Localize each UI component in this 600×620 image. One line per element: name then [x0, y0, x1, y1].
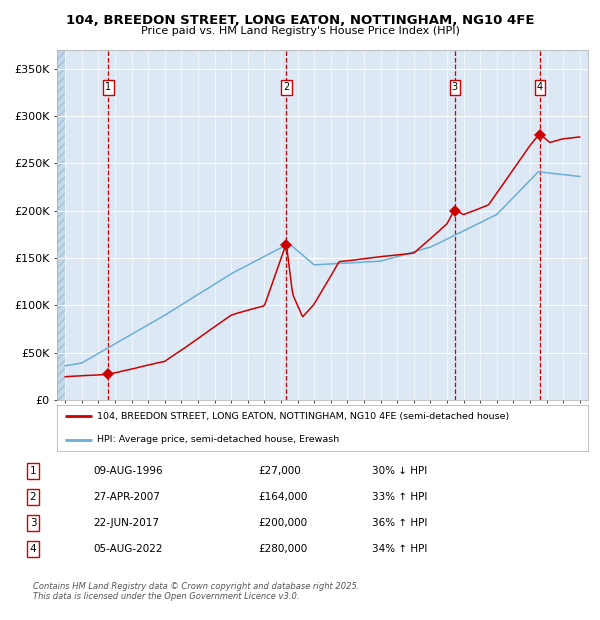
Text: 22-JUN-2017: 22-JUN-2017 [93, 518, 159, 528]
Text: HPI: Average price, semi-detached house, Erewash: HPI: Average price, semi-detached house,… [97, 435, 339, 445]
Text: 3: 3 [29, 518, 37, 528]
Text: 104, BREEDON STREET, LONG EATON, NOTTINGHAM, NG10 4FE: 104, BREEDON STREET, LONG EATON, NOTTING… [66, 14, 534, 27]
Text: 4: 4 [536, 82, 543, 92]
Text: £200,000: £200,000 [258, 518, 307, 528]
Text: £164,000: £164,000 [258, 492, 307, 502]
Text: £27,000: £27,000 [258, 466, 301, 476]
Text: 4: 4 [29, 544, 37, 554]
Text: 30% ↓ HPI: 30% ↓ HPI [372, 466, 427, 476]
Text: 1: 1 [29, 466, 37, 476]
Text: 2: 2 [29, 492, 37, 502]
Text: 27-APR-2007: 27-APR-2007 [93, 492, 160, 502]
Text: 104, BREEDON STREET, LONG EATON, NOTTINGHAM, NG10 4FE (semi-detached house): 104, BREEDON STREET, LONG EATON, NOTTING… [97, 412, 509, 421]
Text: 36% ↑ HPI: 36% ↑ HPI [372, 518, 427, 528]
Text: 09-AUG-1996: 09-AUG-1996 [93, 466, 163, 476]
Text: 05-AUG-2022: 05-AUG-2022 [93, 544, 163, 554]
Text: 2: 2 [283, 82, 289, 92]
Text: £280,000: £280,000 [258, 544, 307, 554]
Text: Contains HM Land Registry data © Crown copyright and database right 2025.
This d: Contains HM Land Registry data © Crown c… [33, 582, 359, 601]
Text: 1: 1 [106, 82, 112, 92]
Text: 34% ↑ HPI: 34% ↑ HPI [372, 544, 427, 554]
Text: 33% ↑ HPI: 33% ↑ HPI [372, 492, 427, 502]
Text: Price paid vs. HM Land Registry's House Price Index (HPI): Price paid vs. HM Land Registry's House … [140, 26, 460, 36]
Text: 3: 3 [452, 82, 458, 92]
